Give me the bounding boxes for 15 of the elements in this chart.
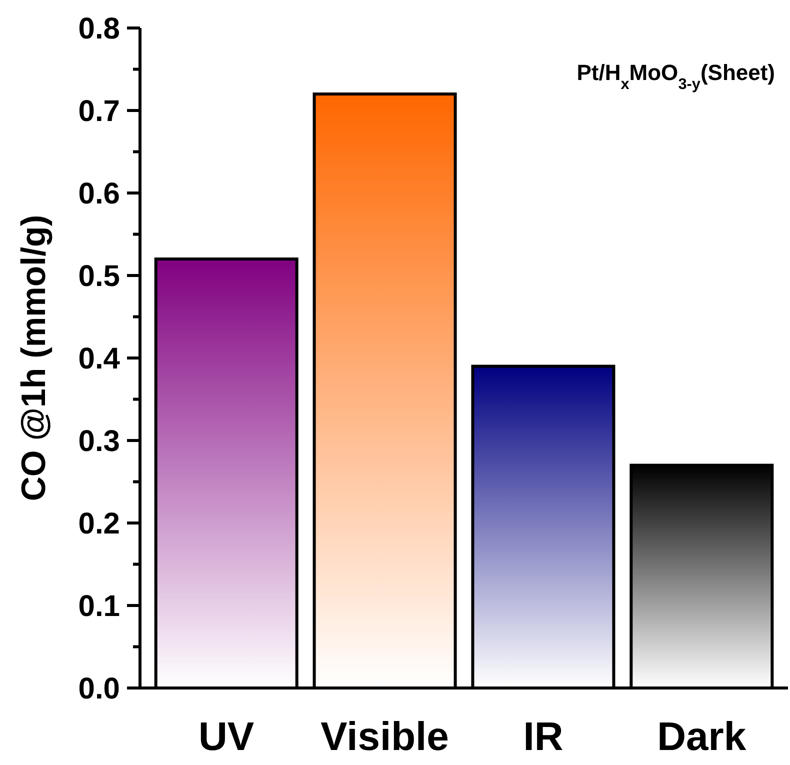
y-axis-title: CO @1h (mmol/g) [15, 214, 53, 502]
y-tick-label: 0.0 [78, 672, 120, 706]
x-tick-label: Visible [320, 715, 449, 759]
y-tick-label: 0.8 [78, 12, 120, 46]
y-tick-label: 0.2 [78, 508, 120, 540]
x-tick-label: Dark [657, 715, 747, 759]
x-tick-label: IR [523, 715, 564, 759]
y-tick-label: 0.3 [78, 425, 120, 458]
annotation: Pt/H$_{x}$MoO$_{3-y}$(Sheet) [576, 60, 775, 92]
x-tick-label: UV [198, 715, 254, 759]
y-tick-label: 0.4 [78, 342, 120, 376]
y-tick-label: 0.5 [78, 260, 120, 293]
y-tick-label: 0.7 [78, 95, 120, 128]
y-tick-label: 0.1 [78, 590, 120, 623]
y-tick-label: 0.6 [78, 178, 120, 210]
